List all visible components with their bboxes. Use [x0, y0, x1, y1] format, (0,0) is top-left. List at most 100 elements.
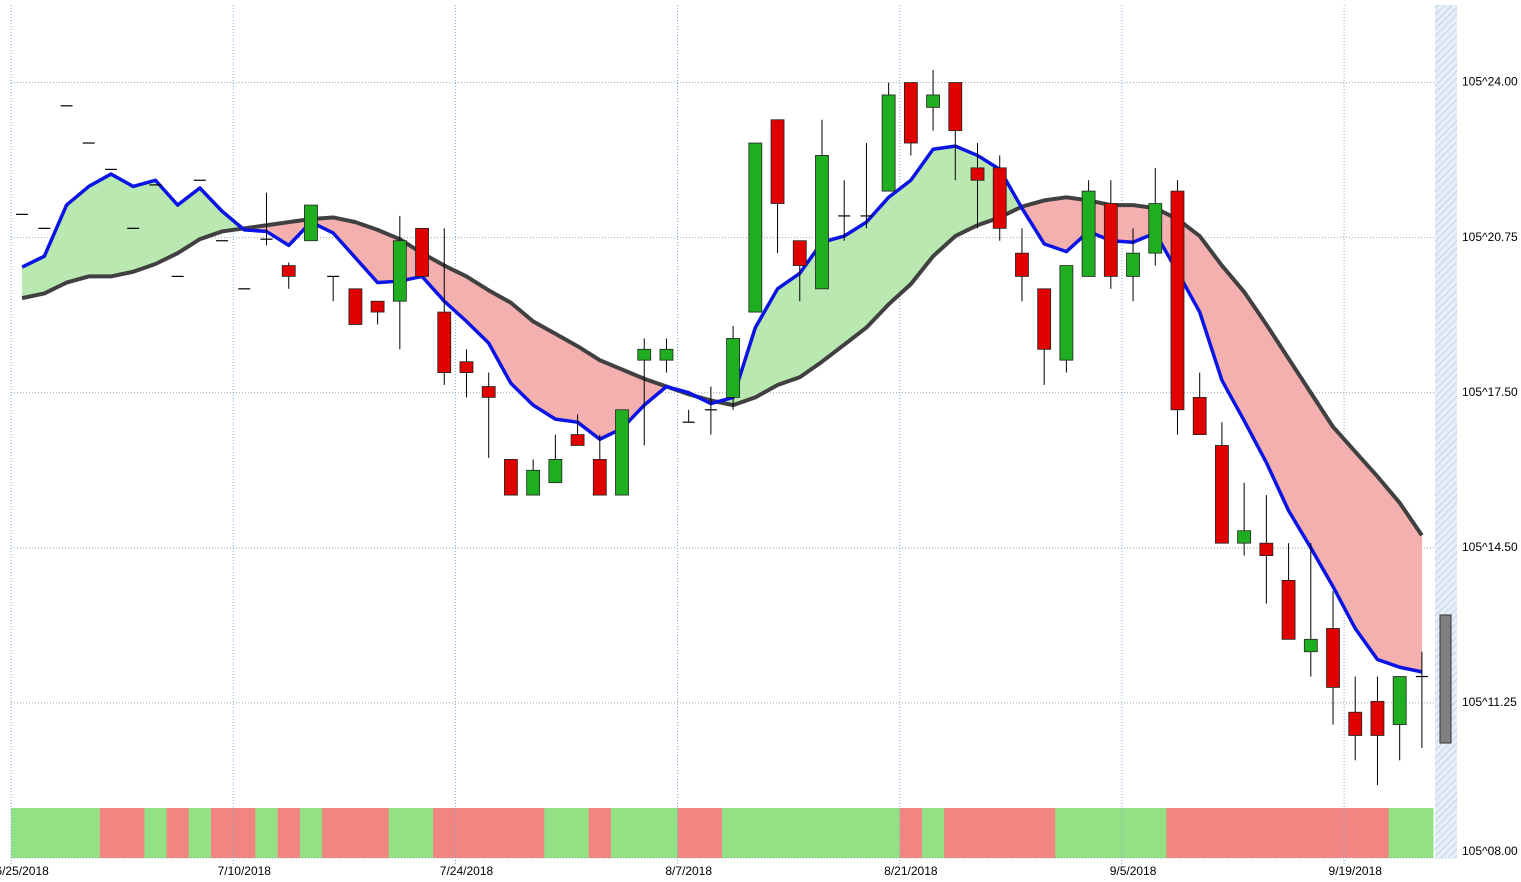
candle-body — [659, 348, 674, 361]
signal-strip-cell — [722, 808, 745, 858]
signal-strip-cell — [633, 808, 656, 858]
candle-body — [592, 459, 607, 496]
candle-body — [948, 82, 963, 132]
candle-body — [903, 82, 918, 144]
candle-body — [1192, 396, 1207, 436]
cloud-segment — [1354, 451, 1378, 661]
cloud-segment — [132, 179, 156, 273]
candle-body — [1148, 203, 1163, 254]
candle-body — [1059, 265, 1074, 361]
candle-body — [1103, 203, 1118, 277]
signal-strip-cell — [277, 808, 301, 858]
signal-strip-cell — [1144, 808, 1167, 858]
signal-strip-cell — [899, 808, 923, 858]
candle-body — [1370, 700, 1385, 736]
y-tick-label: 105^17.50 — [1462, 385, 1518, 399]
signal-strip-cell — [699, 808, 723, 858]
signal-strip-cell — [744, 808, 767, 858]
candle-body — [1170, 190, 1185, 411]
candle-body — [992, 167, 1007, 229]
signal-strip-cell — [1210, 808, 1234, 858]
signal-strip-cell — [1410, 808, 1434, 858]
signal-strip-cell — [921, 808, 945, 858]
candle-body — [748, 142, 763, 313]
signal-strip-cell — [477, 808, 501, 858]
signal-strip-cell — [166, 808, 190, 858]
signal-strip-cell — [1321, 808, 1345, 858]
current-range-marker — [1439, 614, 1452, 744]
signal-strip-cell — [299, 808, 323, 858]
signal-strip-cell — [99, 808, 123, 858]
x-tick-label: 9/19/2018 — [1329, 864, 1383, 878]
y-tick-label: 105^24.00 — [1462, 75, 1518, 89]
candle-body — [1237, 530, 1252, 544]
cloud-segment — [955, 145, 978, 237]
signal-strip-cell — [766, 808, 790, 858]
signal-strip-cell — [255, 808, 279, 858]
signal-strip-cell — [499, 808, 523, 858]
candle-body — [526, 469, 541, 496]
signal-strip-cell — [33, 808, 56, 858]
signal-strip-cell — [1055, 808, 1078, 858]
signal-strip-cell — [944, 808, 967, 858]
y-tick-label: 105^08.00 — [1462, 844, 1518, 858]
signal-strip-cell — [366, 808, 390, 858]
signal-strip-cell — [966, 808, 990, 858]
candle-body — [1126, 252, 1140, 277]
signal-strip-cell — [610, 808, 634, 858]
candle-body — [392, 240, 407, 302]
cloud-segment — [555, 333, 578, 423]
signal-strip-cell — [433, 808, 456, 858]
signal-strip-cell — [77, 808, 101, 858]
y-tick-label: 105^14.50 — [1462, 540, 1518, 554]
x-tick-label: 6/25/2018 — [0, 864, 49, 878]
signal-strip-cell — [1255, 808, 1278, 858]
signal-strip-cell — [11, 808, 34, 858]
x-tick-label: 9/5/2018 — [1110, 864, 1157, 878]
signal-strip-cell — [810, 808, 834, 858]
y-tick-label: 105^11.25 — [1462, 695, 1517, 709]
candle-body — [504, 459, 518, 496]
cloud-segment — [110, 173, 134, 277]
signal-strip-cell — [877, 808, 901, 858]
signal-strip-cell — [833, 808, 856, 858]
candle-body — [1215, 445, 1229, 544]
candle-body — [415, 227, 429, 277]
signal-strip-cell — [210, 808, 234, 858]
candle-body — [1348, 711, 1363, 736]
candle-body — [615, 409, 629, 496]
signal-strip-cell — [1099, 808, 1123, 858]
candle-body — [792, 240, 807, 266]
signal-strip-cell — [410, 808, 434, 858]
indicator-line — [21, 144, 1423, 674]
candle-body — [570, 434, 585, 446]
candle-body — [1281, 579, 1296, 640]
cloud-segment — [1199, 235, 1223, 381]
x-tick-label: 8/21/2018 — [884, 864, 938, 878]
signal-strip-cell — [1121, 808, 1145, 858]
signal-strip-cell — [233, 808, 256, 858]
cloud-segment — [355, 221, 378, 284]
indicator-line — [21, 195, 1424, 537]
signal-strip-cell — [144, 808, 168, 858]
signal-strip-cell — [522, 808, 545, 858]
signal-strip-cell — [1277, 808, 1301, 858]
signal-strip-cell — [388, 808, 412, 858]
signal-strip-cell — [322, 808, 345, 858]
signal-strip-cell — [1344, 808, 1367, 858]
candle-body — [770, 119, 785, 204]
signal-strip-cell — [588, 808, 612, 858]
candle-body — [815, 155, 829, 290]
signal-strip-cell — [1388, 808, 1412, 858]
signal-strip-cell — [788, 808, 812, 858]
candle-body — [1081, 190, 1096, 277]
candle-body — [281, 265, 296, 277]
candle-body — [1392, 676, 1407, 726]
cloud-segment — [488, 289, 512, 384]
candle-body — [1326, 628, 1340, 688]
signal-strip-cell — [455, 808, 479, 858]
cloud-segment — [777, 272, 801, 386]
signal-strip-cell — [1010, 808, 1034, 858]
cloud-segment — [532, 320, 556, 420]
signal-strip-cell — [1077, 808, 1101, 858]
